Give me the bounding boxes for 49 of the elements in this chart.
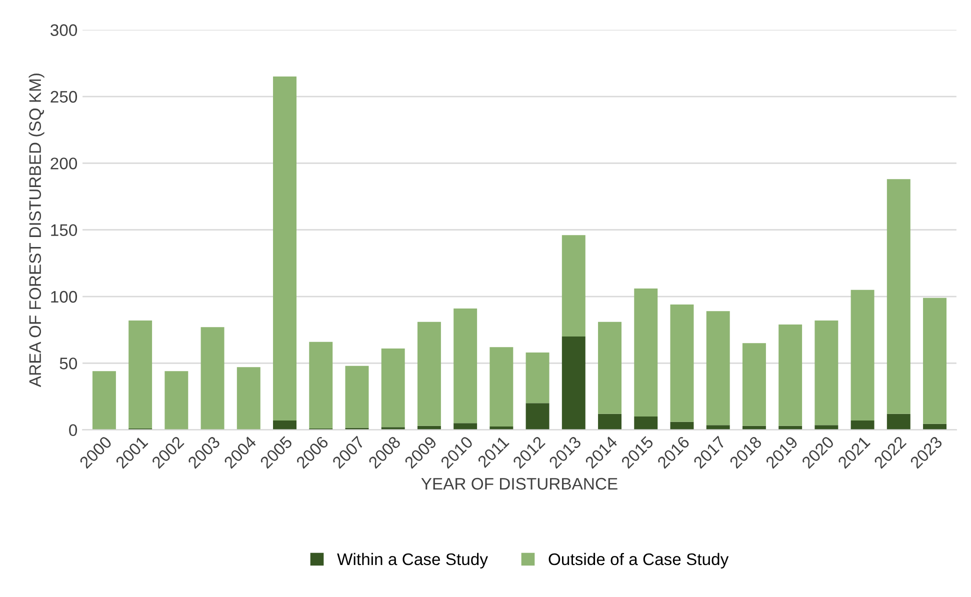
bar bbox=[923, 298, 947, 424]
y-tick-label: 50 bbox=[60, 358, 78, 370]
bar bbox=[814, 320, 838, 426]
bar bbox=[886, 414, 910, 430]
legend-label: Outside of a Case Study bbox=[548, 552, 729, 568]
bar bbox=[164, 371, 188, 430]
bar bbox=[526, 403, 550, 430]
bar bbox=[273, 76, 296, 421]
bar bbox=[454, 308, 478, 424]
bar bbox=[706, 425, 730, 430]
y-tick-label: 100 bbox=[51, 290, 78, 303]
bar bbox=[670, 304, 694, 422]
bar bbox=[417, 322, 441, 426]
y-axis-title: AREA OF FOREST DISTURBED (SQ KM) bbox=[28, 74, 44, 388]
bar bbox=[706, 311, 730, 426]
bar bbox=[778, 324, 802, 426]
bar bbox=[850, 290, 874, 421]
bar bbox=[92, 371, 116, 430]
bar bbox=[526, 352, 550, 404]
bar bbox=[309, 342, 333, 429]
bar bbox=[634, 288, 658, 417]
bar bbox=[850, 420, 874, 430]
y-tick-label: 300 bbox=[50, 24, 78, 36]
bar bbox=[562, 336, 586, 430]
bar bbox=[273, 420, 296, 430]
bar bbox=[345, 366, 369, 428]
bar bbox=[598, 322, 622, 414]
bar bbox=[634, 416, 658, 430]
bar bbox=[381, 348, 405, 428]
legend-label: Within a Case Study bbox=[337, 552, 488, 568]
bar bbox=[886, 179, 910, 414]
x-axis-title: YEAR OF DISTURBANCE bbox=[421, 478, 618, 490]
bar bbox=[670, 422, 694, 430]
bar bbox=[598, 414, 622, 430]
y-tick-label: 150 bbox=[51, 224, 78, 236]
bar bbox=[814, 425, 838, 430]
y-tick-label: 250 bbox=[50, 90, 78, 103]
bar bbox=[923, 424, 947, 430]
y-tick-label: 0 bbox=[69, 424, 78, 436]
bar bbox=[490, 347, 514, 427]
bar bbox=[454, 423, 478, 430]
bar bbox=[742, 343, 766, 426]
bar bbox=[128, 320, 152, 429]
bar bbox=[562, 235, 586, 337]
bar bbox=[490, 426, 514, 430]
bar bbox=[381, 427, 405, 430]
y-tick-label: 200 bbox=[50, 158, 78, 170]
bar bbox=[200, 327, 224, 430]
bar bbox=[236, 367, 260, 430]
